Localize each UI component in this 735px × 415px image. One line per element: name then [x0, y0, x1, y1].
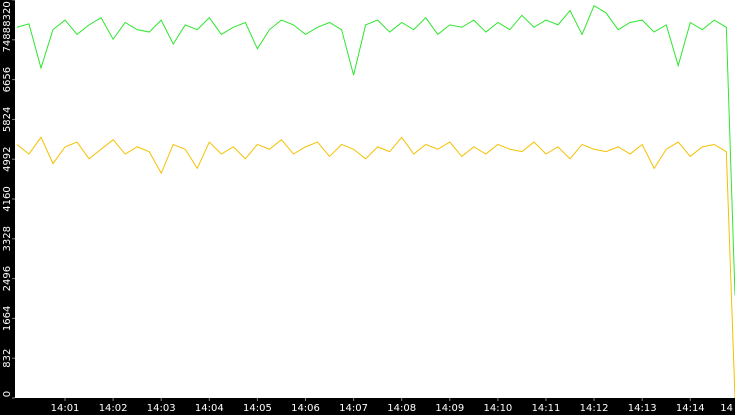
y-tick-label: 8320: [2, 1, 13, 26]
x-tick-label: 14:03: [147, 403, 176, 414]
x-tick-label: 14:09: [435, 403, 464, 414]
series-line: [16, 136, 735, 399]
y-tick-label: 3328: [2, 226, 13, 251]
y-tick-label: 832: [2, 349, 13, 368]
y-tick-label: 7488: [2, 27, 13, 52]
y-tick-label: 4160: [2, 186, 13, 211]
y-tick-label: 5824: [2, 107, 13, 132]
y-tick-label: 0: [2, 391, 13, 397]
x-tick-label: 14:01: [51, 403, 80, 414]
x-tick-label: 14:12: [580, 403, 609, 414]
x-tick-label: 14:02: [99, 403, 128, 414]
x-tick-label: 14:10: [483, 403, 512, 414]
y-tick-label: 6656: [2, 67, 13, 92]
x-tick-label: 14:08: [387, 403, 416, 414]
y-tick-label: 4992: [2, 146, 13, 171]
x-tick-label: 14:05: [243, 403, 272, 414]
x-tick-label: 14: [720, 403, 733, 414]
x-tick-label: 14:04: [195, 403, 224, 414]
y-tick-label: 1664: [2, 306, 13, 331]
x-tick-label: 14:13: [628, 403, 657, 414]
plot-area: [15, 0, 735, 398]
x-tick-label: 14:14: [676, 403, 705, 414]
x-tick-label: 14:11: [532, 403, 561, 414]
y-tick-label: 2496: [2, 266, 13, 291]
x-tick-label: 14:06: [291, 403, 320, 414]
series-line: [16, 5, 735, 296]
x-tick-label: 14:07: [339, 403, 368, 414]
